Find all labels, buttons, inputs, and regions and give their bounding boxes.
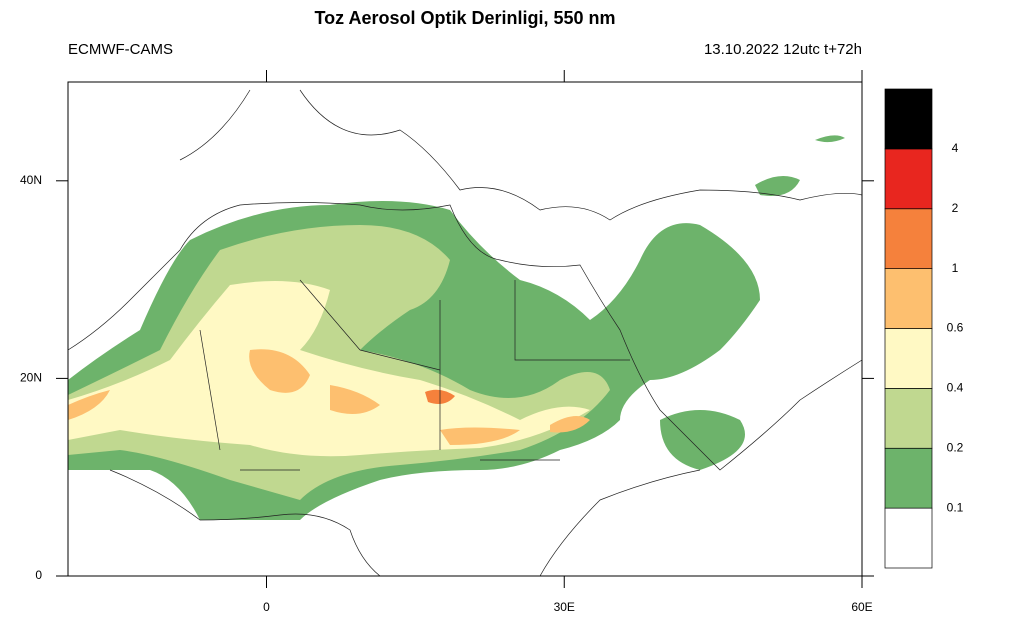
y-tick-label: 20N bbox=[20, 371, 42, 385]
colorbar-segment bbox=[884, 148, 933, 210]
colorbar-segment bbox=[884, 447, 933, 509]
colorbar-label: 1 bbox=[952, 261, 959, 275]
dust-patches bbox=[660, 135, 845, 470]
colorbar-segment bbox=[884, 388, 933, 449]
y-tick-label: 0 bbox=[35, 568, 42, 582]
dust-level-3 bbox=[68, 281, 590, 457]
x-tick-label: 60E bbox=[851, 600, 872, 614]
y-tick-label: 40N bbox=[20, 173, 42, 187]
map-frame bbox=[67, 81, 863, 577]
colorbar-label: 0.6 bbox=[947, 321, 964, 335]
x-tick-label: 0 bbox=[263, 600, 270, 614]
colorbar-segment bbox=[884, 208, 933, 269]
colorbar-label: 0.1 bbox=[947, 500, 964, 514]
date-label: 13.10.2022 12utc t+72h bbox=[704, 41, 862, 58]
colorbar-segment bbox=[884, 268, 933, 329]
model-label: ECMWF-CAMS bbox=[68, 41, 173, 58]
coastlines-borders bbox=[68, 89, 862, 576]
colorbar-label: 0.2 bbox=[947, 440, 964, 454]
x-tick-label: 30E bbox=[554, 600, 575, 614]
colorbar-segment bbox=[884, 328, 933, 389]
colorbar-segment bbox=[884, 88, 933, 150]
colorbar-segment bbox=[884, 507, 933, 569]
dust-field bbox=[68, 135, 845, 520]
colorbar-label: 4 bbox=[952, 141, 959, 155]
title: Toz Aerosol Optik Derinligi, 550 nm bbox=[314, 8, 615, 28]
colorbar-label: 2 bbox=[952, 201, 959, 215]
colorbar-label: 0.4 bbox=[947, 381, 964, 395]
